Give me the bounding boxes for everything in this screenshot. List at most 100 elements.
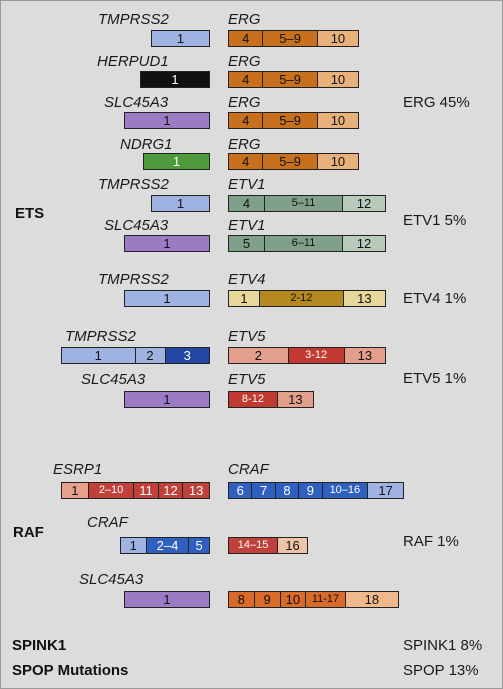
- fusion-4-five-exon-bar: 1: [151, 195, 210, 212]
- fusion-8-three-exon-1: 13: [277, 392, 313, 407]
- fusion-3-three-exon-0: 4: [229, 154, 264, 169]
- fusion-7-five-gene: TMPRSS2: [65, 328, 136, 345]
- fusion-3-three-exon-bar: 4 5–9 10: [228, 153, 359, 170]
- fusion-0-five-exon-bar: 1: [151, 30, 210, 47]
- fusion-11-three-exon-3: 11-17: [306, 592, 346, 607]
- fusion-11-three-exon-bar: 8 9 10 11-17 18: [228, 591, 399, 608]
- fusion-9-five-exon-1: 2–10: [88, 483, 135, 498]
- fusion-6-three-exon-0: 1: [229, 291, 261, 306]
- fusion-4-three-exon-2: 12: [343, 196, 385, 211]
- fusion-4-five-exon-0: 1: [152, 196, 209, 211]
- fusion-9-five-exon-3: 12: [158, 483, 184, 498]
- fusion-7-three-exon-1: 3-12: [288, 348, 345, 363]
- fusion-10-three-exon-1: 16: [278, 538, 307, 553]
- fusion-9-five-gene: ESRP1: [53, 461, 103, 478]
- fusion-7-three-exon-bar: 2 3-12 13: [228, 347, 386, 364]
- percent-etv4: ETV4 1%: [403, 290, 467, 307]
- fusion-1-five-gene: HERPUD1: [97, 53, 169, 70]
- fusion-6-five-exon-0: 1: [125, 291, 209, 306]
- fusion-0-five-gene: TMPRSS2: [98, 11, 169, 28]
- fusion-5-five-exon-0: 1: [125, 236, 209, 251]
- fusion-7-three-exon-2: 13: [344, 348, 385, 363]
- fusion-6-five-exon-bar: 1: [124, 290, 210, 307]
- fusion-11-three-exon-0: 8: [229, 592, 255, 607]
- fusion-4-three-exon-bar: 4 5–11 12: [228, 195, 386, 212]
- fusion-2-five-gene: SLC45A3: [104, 94, 169, 111]
- fusion-6-three-exon-1: 2-12: [260, 291, 344, 306]
- section-label-spink1: SPINK1: [12, 637, 67, 654]
- fusion-0-three-exon-bar: 4 5–9 10: [228, 30, 359, 47]
- fusion-1-five-exon-bar: 1: [140, 71, 210, 88]
- fusion-9-three-exon-1: 7: [252, 483, 276, 498]
- fusion-9-three-exon-bar: 6 7 8 9 10–16 17: [228, 482, 404, 499]
- fusion-4-three-gene: ETV1: [228, 176, 266, 193]
- fusion-1-three-exon-2: 10: [317, 72, 358, 87]
- percent-spink1: SPINK1 8%: [403, 637, 483, 654]
- fusion-6-three-gene: ETV4: [228, 271, 266, 288]
- fusion-5-three-gene: ETV1: [228, 217, 266, 234]
- fusion-1-three-gene: ERG: [228, 53, 261, 70]
- section-label-ets: ETS: [15, 205, 45, 222]
- fusion-7-three-gene: ETV5: [228, 328, 266, 345]
- fusion-10-five-gene: CRAF: [87, 514, 128, 531]
- fusion-2-three-gene: ERG: [228, 94, 261, 111]
- fusion-7-three-exon-0: 2: [229, 348, 289, 363]
- fusion-7-five-exon-0: 1: [62, 348, 136, 363]
- fusion-2-five-exon-bar: 1: [124, 112, 210, 129]
- fusion-11-three-exon-4: 18: [345, 592, 398, 607]
- fusion-10-five-exon-1: 2–4: [146, 538, 190, 553]
- fusion-2-five-exon-0: 1: [125, 113, 209, 128]
- fusion-2-three-exon-2: 10: [317, 113, 358, 128]
- fusion-8-three-exon-bar: 8-12 13: [228, 391, 314, 408]
- fusion-0-three-gene: ERG: [228, 11, 261, 28]
- fusion-1-five-exon-0: 1: [141, 72, 209, 87]
- fusion-6-three-exon-2: 13: [343, 291, 385, 306]
- fusion-8-five-gene: SLC45A3: [81, 371, 146, 388]
- percent-erg: ERG 45%: [403, 94, 470, 111]
- fusion-8-three-gene: ETV5: [228, 371, 266, 388]
- fusion-3-five-gene: NDRG1: [120, 136, 173, 153]
- fusion-3-three-exon-2: 10: [317, 154, 358, 169]
- fusion-9-three-gene: CRAF: [228, 461, 269, 478]
- fusion-10-five-exon-bar: 1 2–4 5: [120, 537, 210, 554]
- fusion-7-five-exon-2: 3: [165, 348, 209, 363]
- fusion-11-three-exon-2: 10: [280, 592, 307, 607]
- fusion-6-three-exon-bar: 1 2-12 13: [228, 290, 386, 307]
- fusion-0-three-exon-1: 5–9: [263, 31, 318, 46]
- fusion-5-three-exon-0: 5: [229, 236, 265, 251]
- fusion-11-five-exon-0: 1: [125, 592, 209, 607]
- fusion-3-three-exon-1: 5–9: [263, 154, 318, 169]
- fusion-4-three-exon-0: 4: [229, 196, 265, 211]
- fusion-1-three-exon-0: 4: [229, 72, 264, 87]
- fusion-5-three-exon-bar: 5 6–11 12: [228, 235, 386, 252]
- fusion-2-three-exon-bar: 4 5–9 10: [228, 112, 359, 129]
- fusion-5-five-exon-bar: 1: [124, 235, 210, 252]
- fusion-3-five-exon-0: 1: [144, 154, 209, 169]
- fusion-0-five-exon-0: 1: [152, 31, 209, 46]
- fusion-1-three-exon-bar: 4 5–9 10: [228, 71, 359, 88]
- fusion-3-five-exon-bar: 1: [143, 153, 210, 170]
- section-label-raf: RAF: [13, 524, 44, 541]
- fusion-5-five-gene: SLC45A3: [104, 217, 169, 234]
- fusion-9-five-exon-0: 1: [62, 483, 89, 498]
- fusion-9-three-exon-0: 6: [229, 483, 253, 498]
- percent-raf: RAF 1%: [403, 533, 459, 550]
- fusion-10-five-exon-0: 1: [121, 538, 147, 553]
- fusion-11-five-gene: SLC45A3: [79, 571, 144, 588]
- fusion-9-five-exon-4: 13: [183, 483, 209, 498]
- fusion-2-three-exon-0: 4: [229, 113, 264, 128]
- fusion-10-three-exon-bar: 14–15 16: [228, 537, 308, 554]
- section-label-spop: SPOP Mutations: [12, 662, 129, 679]
- fusion-11-three-exon-1: 9: [254, 592, 281, 607]
- fusion-1-three-exon-1: 5–9: [263, 72, 318, 87]
- fusion-10-five-exon-2: 5: [189, 538, 209, 553]
- fusion-3-three-gene: ERG: [228, 136, 261, 153]
- fusion-11-five-exon-bar: 1: [124, 591, 210, 608]
- percent-etv1: ETV1 5%: [403, 212, 467, 229]
- fusion-9-three-exon-2: 8: [275, 483, 300, 498]
- fusion-10-three-exon-0: 14–15: [229, 538, 279, 553]
- fusion-8-five-exon-bar: 1: [124, 391, 210, 408]
- fusion-8-five-exon-0: 1: [125, 392, 209, 407]
- fusion-9-three-exon-5: 17: [368, 483, 404, 498]
- fusion-5-three-exon-2: 12: [343, 236, 385, 251]
